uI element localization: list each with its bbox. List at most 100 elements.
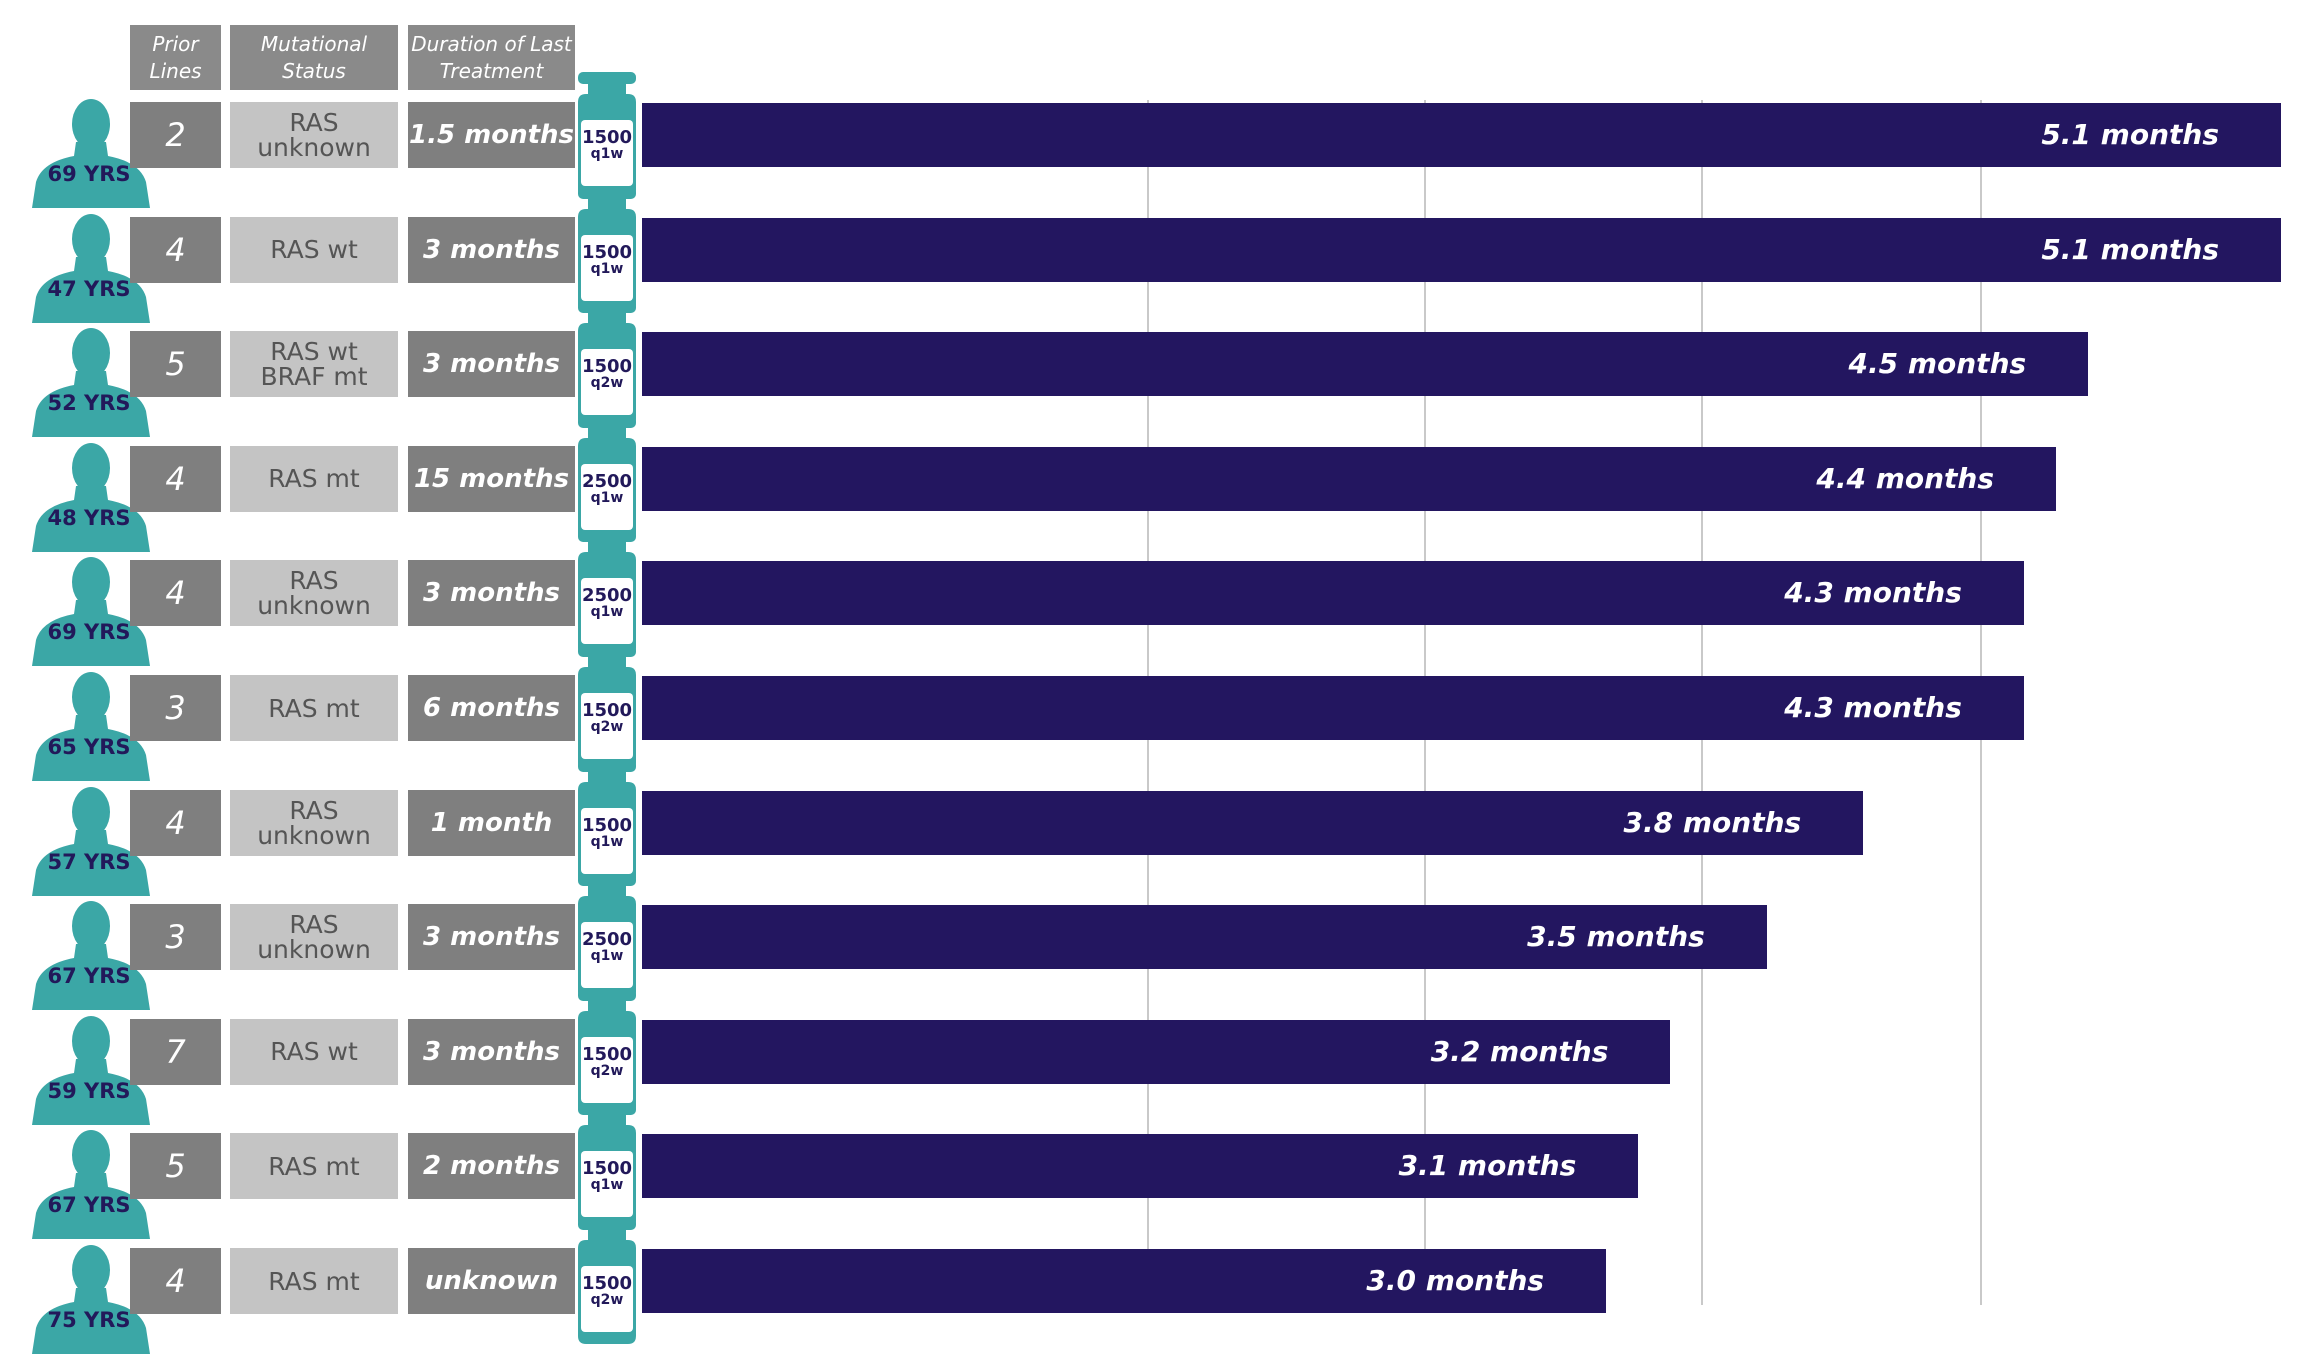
person-icon	[32, 1130, 150, 1240]
patient-age: 47 YRS	[47, 276, 131, 301]
prior-lines-cell: 4	[130, 445, 221, 512]
dose-label: 1500 q1w	[572, 814, 642, 851]
prior-lines-cell: 4	[130, 216, 221, 283]
patient-age: 52 YRS	[47, 391, 131, 416]
bar-value-label: 3.8 months	[1623, 805, 1802, 839]
vial-icon	[578, 186, 636, 313]
person-icon	[32, 442, 150, 552]
patient-row: 67 YRS 3 RAS unknown 3 months 2500 q1w 3.5 mon…	[0, 874, 2308, 1018]
vial-icon	[578, 988, 636, 1115]
mutational-status-cell: RAS mt	[230, 1133, 398, 1200]
dose-schedule: q2w	[590, 375, 624, 392]
dose-amount: 1500	[581, 1158, 633, 1180]
patient-age: 67 YRS	[47, 964, 131, 989]
duration-cell: 15 months	[408, 445, 575, 512]
patient-row: 52 YRS 5 RAS wt BRAF mt 3 months 1500 q2w 4.5 …	[0, 301, 2308, 445]
duration-bar	[642, 905, 1767, 970]
dose-schedule: q2w	[590, 719, 624, 735]
patient-age: 65 YRS	[47, 735, 131, 759]
vial-icon	[578, 1103, 636, 1230]
mutational-status-cell: RAS mt	[230, 1248, 398, 1314]
mutational-status-cell: RAS mt	[230, 675, 398, 741]
dose-schedule: q2w	[590, 1062, 624, 1079]
swimmer-chart: Prior Lines Mutational Status Duration o…	[0, 25, 2308, 1354]
vial-icon	[578, 759, 636, 886]
dose-label: 1500 q2w	[572, 702, 642, 736]
dose-label: 2500 q1w	[572, 587, 642, 621]
vial-icon	[578, 415, 636, 542]
dose-amount: 1500	[581, 1043, 633, 1065]
prior-lines-cell: 4	[130, 560, 221, 627]
mutational-status-cell: RAS wt BRAF mt	[230, 331, 398, 398]
duration-cell: 3 months	[408, 560, 575, 627]
dose-schedule: q1w	[590, 1177, 624, 1194]
dose-label: 2500 q1w	[572, 931, 642, 965]
prior-lines-cell: 5	[130, 331, 221, 398]
duration-bar	[642, 1019, 1671, 1084]
dose-amount: 2500	[581, 929, 633, 951]
duration-cell: 3 months	[408, 904, 575, 971]
patient-age: 69 YRS	[47, 162, 131, 186]
dose-schedule: q1w	[590, 146, 624, 162]
dose-amount: 2500	[581, 585, 633, 607]
header-duration-last-treatment: Duration of Last Treatment	[408, 25, 575, 90]
dose-label: 1500 q1w	[572, 129, 642, 163]
duration-bar	[642, 446, 2057, 511]
patient-row: 47 YRS 4 RAS wt 3 months 1500 q1w 5.1 months	[0, 186, 2308, 331]
prior-lines-cell: 2	[130, 102, 221, 168]
duration-bar	[642, 790, 1864, 855]
duration-bar	[642, 332, 2089, 397]
prior-lines-cell: 4	[130, 789, 221, 856]
vial-icon	[578, 874, 636, 1001]
patient-row: 67 YRS 5 RAS mt 2 months 1500 q1w 3.1 months	[0, 1103, 2308, 1247]
vial-icon	[578, 1218, 636, 1344]
mutational-status-cell: RAS unknown	[230, 789, 398, 856]
vial-icon	[578, 72, 636, 198]
prior-lines-cell: 5	[130, 1133, 221, 1200]
duration-bar	[642, 1249, 1607, 1313]
dose-label: 1500 q2w	[572, 358, 642, 392]
bar-value-label: 3.5 months	[1527, 920, 1705, 954]
dose-schedule: q2w	[590, 1292, 624, 1308]
dose-schedule: q1w	[590, 833, 624, 850]
vial-icon	[578, 301, 636, 428]
patient-row: 57 YRS 4 RAS unknown 1 month 1500 q1w 3.8 mont…	[0, 759, 2308, 904]
duration-bar	[642, 217, 2281, 282]
dose-schedule: q1w	[590, 604, 624, 621]
patient-row: 75 YRS 4 RAS mt unknown 1500 q2w 3.0 months	[0, 1218, 2308, 1362]
vial-icon	[578, 645, 636, 771]
person-icon	[32, 786, 150, 896]
dose-label: 1500 q2w	[572, 1043, 642, 1080]
duration-cell: 6 months	[408, 675, 575, 741]
prior-lines-cell: 3	[130, 904, 221, 971]
patient-row: 69 YRS 4 RAS unknown 3 months 2500 q1w 4.3 mon…	[0, 530, 2308, 674]
patient-age: 48 YRS	[47, 505, 131, 530]
person-icon	[32, 99, 150, 208]
duration-cell: 1.5 months	[408, 102, 575, 168]
patient-row: 59 YRS 7 RAS wt 3 months 1500 q2w 3.2 months	[0, 988, 2308, 1133]
dose-label: 2500 q1w	[572, 472, 642, 507]
dose-label: 1500 q1w	[572, 243, 642, 278]
bar-value-label: 4.5 months	[1848, 347, 2027, 381]
bar-value-label: 3.0 months	[1366, 1264, 1545, 1297]
vial-icon	[578, 530, 636, 657]
header-mutational-status: Mutational Status	[230, 25, 398, 90]
bar-value-label: 4.4 months	[1816, 461, 1995, 495]
bar-value-label: 4.3 months	[1784, 691, 1962, 724]
person-icon	[32, 1015, 150, 1125]
person-icon	[32, 901, 150, 1011]
duration-cell: 3 months	[408, 1018, 575, 1085]
duration-cell: 3 months	[408, 216, 575, 283]
duration-cell: 2 months	[408, 1133, 575, 1200]
dose-amount: 1500	[581, 814, 633, 836]
dose-amount: 1500	[581, 1273, 633, 1294]
duration-cell: unknown	[408, 1248, 575, 1314]
dose-amount: 1500	[581, 356, 633, 378]
patient-row: 69 YRS 2 RAS unknown 1.5 months 1500 q1w 5.1 m…	[0, 72, 2308, 216]
dose-schedule: q1w	[590, 489, 624, 506]
person-icon	[32, 213, 150, 323]
patient-age: 57 YRS	[47, 849, 131, 874]
duration-bar	[642, 103, 2281, 167]
patient-row: 48 YRS 4 RAS mt 15 months 2500 q1w 4.4 months	[0, 415, 2308, 560]
person-icon	[32, 672, 150, 781]
